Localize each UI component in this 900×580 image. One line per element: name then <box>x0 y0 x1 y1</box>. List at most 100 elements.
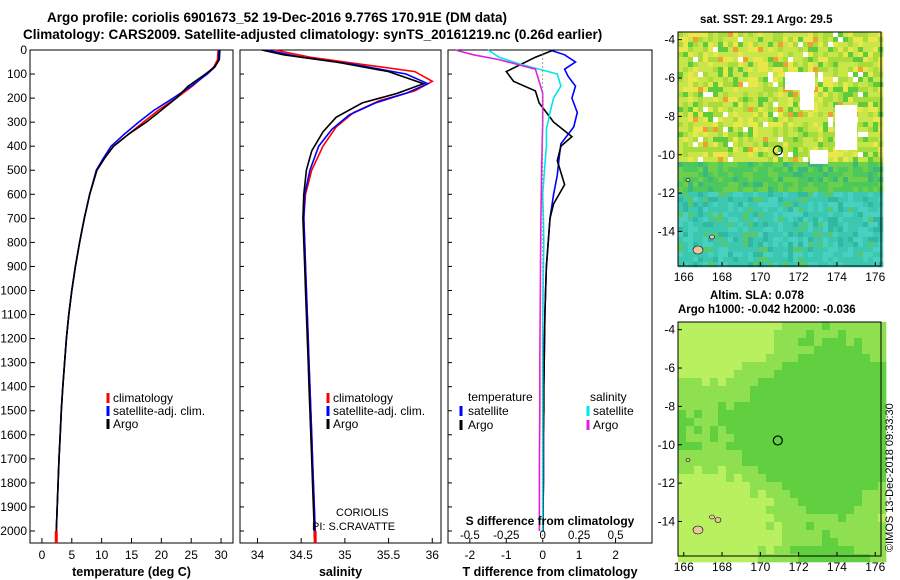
title-line-1: Argo profile: coriolis 6901673_52 19-Dec… <box>47 10 507 25</box>
y-tick-label: 800 <box>7 235 27 249</box>
lon-tick-label: 170 <box>750 560 770 574</box>
difference-panel: -2 -1 0 1 2 T difference from climatology -0.5… <box>447 49 653 579</box>
cloud-gap <box>800 82 814 110</box>
lat-tick-label: -4 <box>664 323 675 337</box>
y-tick-label: 2000 <box>0 524 27 538</box>
y-tick-label: 0 <box>20 43 27 57</box>
sst-map: 166 168 170 172 174 176 -4 -6 -8 -10 -12 -14 <box>658 31 886 523</box>
x-axis-label: salinity <box>319 565 362 579</box>
lon-tick-label: 174 <box>827 270 847 284</box>
sla-map-field <box>678 322 887 563</box>
lat-tick-label: -6 <box>664 71 675 85</box>
island <box>709 514 715 520</box>
pi-annotation-2: PI: S.CRAVATTE <box>312 521 395 533</box>
island <box>692 525 704 535</box>
island <box>714 517 722 523</box>
x-tick-label: -1 <box>501 548 512 562</box>
x-tick-label: 34.5 <box>289 548 313 562</box>
y-tick-label: 200 <box>7 91 27 105</box>
pi-annotation-1: CORIOLIS <box>336 507 389 519</box>
argo-position-marker <box>772 145 783 156</box>
imos-credit: ©IMOS 13-Dec-2018 09:33:30 <box>884 403 896 552</box>
lon-tick-label: 176 <box>865 560 885 574</box>
salinity-diff-tick-label: 0.5 <box>608 530 624 542</box>
salinity-diff-tick-label: -0.25 <box>493 530 519 542</box>
sla-map-title-2: Argo h1000: -0.042 h2000: -0.036 <box>678 304 856 316</box>
x-axis-label: temperature (deg C) <box>72 565 191 579</box>
lon-tick-label: 168 <box>712 270 732 284</box>
salinity-diff-tick-label: 0.25 <box>568 530 590 542</box>
legend-salinity-title: salinity <box>590 390 627 404</box>
x-tick-label: 0 <box>539 548 546 562</box>
series-line-satellite-adj-clim- <box>55 50 220 532</box>
legend-label: Argo <box>113 417 139 431</box>
salinity-diff-tick-label: 0 <box>540 530 546 542</box>
map-frame <box>677 31 882 267</box>
lat-tick-label: -12 <box>658 186 676 200</box>
x-tick-label: 25 <box>185 548 199 562</box>
y-tick-label: 1900 <box>0 500 27 514</box>
legend-label: Argo <box>333 417 359 431</box>
x-tick-label: 15 <box>125 548 139 562</box>
lat-tick-label: -6 <box>664 361 675 375</box>
sst-map-title: sat. SST: 29.1 Argo: 29.5 <box>700 14 833 26</box>
y-tick-label: 700 <box>7 211 27 225</box>
x-tick-label: 35 <box>338 548 352 562</box>
temperature-panel: 0100200300400500600700800900100011001200… <box>0 43 234 579</box>
series-line-argo <box>55 49 221 539</box>
lon-tick-label: 166 <box>674 270 694 284</box>
plot-frame <box>447 49 653 544</box>
series-line-satellite-adj-clim- <box>266 49 430 532</box>
legend-label: satellite-adj. clim. <box>333 404 425 418</box>
legend-label: Argo <box>468 418 494 432</box>
series-line-climatology <box>274 49 434 543</box>
legend-label: satellite <box>593 404 634 418</box>
y-tick-label: 100 <box>7 67 27 81</box>
lat-tick-label: -4 <box>664 33 675 47</box>
island <box>692 245 704 255</box>
legend-label: climatology <box>113 391 173 405</box>
x-tick-label: 2 <box>612 548 619 562</box>
island <box>685 458 691 462</box>
series-line-argo <box>261 49 426 539</box>
legend-label: Argo <box>593 418 619 432</box>
y-tick-label: 400 <box>7 139 27 153</box>
legend-temperature-title: temperature <box>468 390 533 404</box>
y-tick-label: 1000 <box>0 283 27 297</box>
plot-frame <box>29 49 234 544</box>
cloud-gap <box>835 105 857 150</box>
x-tick-label: 20 <box>155 548 169 562</box>
y-tick-label: 600 <box>7 187 27 201</box>
island <box>709 234 715 240</box>
legend-label: climatology <box>333 391 393 405</box>
y-tick-label: 1400 <box>0 380 27 394</box>
map-frame <box>677 321 882 557</box>
salinity-diff-tick-label: -0.5 <box>460 530 480 542</box>
lon-tick-label: 170 <box>750 270 770 284</box>
y-tick-label: 1500 <box>0 404 27 418</box>
island <box>685 178 691 182</box>
y-tick-label: 500 <box>7 163 27 177</box>
salinity-panel: 34 34.5 35 35.5 36 salinity climatologysatelli… <box>239 49 442 579</box>
lat-tick-label: -8 <box>664 109 675 123</box>
x-tick-label: 5 <box>68 548 75 562</box>
y-tick-label: 1100 <box>1 308 27 322</box>
x-tick-label: 35.5 <box>377 548 401 562</box>
sla-map: 166 168 170 172 174 176 -4 -6 -8 -10 -12 -14 <box>658 321 887 574</box>
lon-tick-label: 176 <box>865 270 885 284</box>
lat-tick-label: -14 <box>658 224 676 238</box>
lon-tick-label: 172 <box>789 560 809 574</box>
y-tick-label: 300 <box>7 115 27 129</box>
x-tick-label: 30 <box>214 548 228 562</box>
plot-frame <box>239 49 442 544</box>
x-axis-label: T difference from climatology <box>462 565 637 579</box>
lat-tick-label: -12 <box>658 476 676 490</box>
x-tick-label: 1 <box>576 548 583 562</box>
lat-tick-label: -10 <box>658 438 676 452</box>
lat-tick-label: -10 <box>658 148 676 162</box>
x-tick-label: 36 <box>426 548 440 562</box>
sla-map-title-1: Altim. SLA: 0.078 <box>710 290 804 302</box>
series-line-temperature-argo <box>505 49 574 531</box>
y-tick-label: 1300 <box>0 356 27 370</box>
